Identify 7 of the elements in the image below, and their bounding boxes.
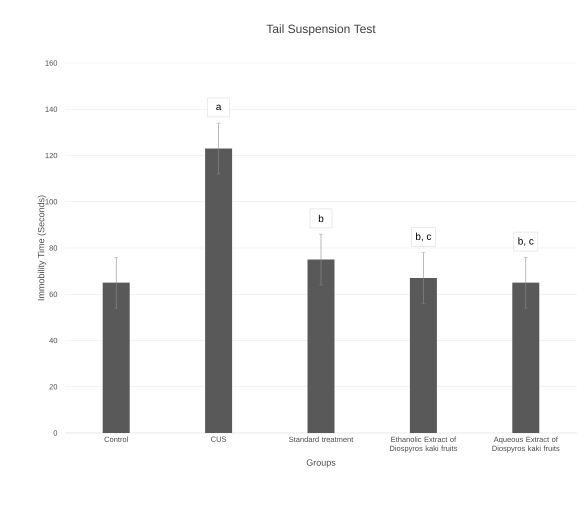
x-axis-title: Groups (306, 459, 336, 468)
chart-title: Tail Suspension Test (266, 24, 376, 36)
y-axis-title: Immobility Time (Seconds) (38, 195, 46, 300)
annotation: b (318, 214, 324, 222)
annotation: b, c (416, 232, 432, 242)
annotation: b, c (518, 237, 534, 246)
annotation: a (216, 104, 222, 110)
